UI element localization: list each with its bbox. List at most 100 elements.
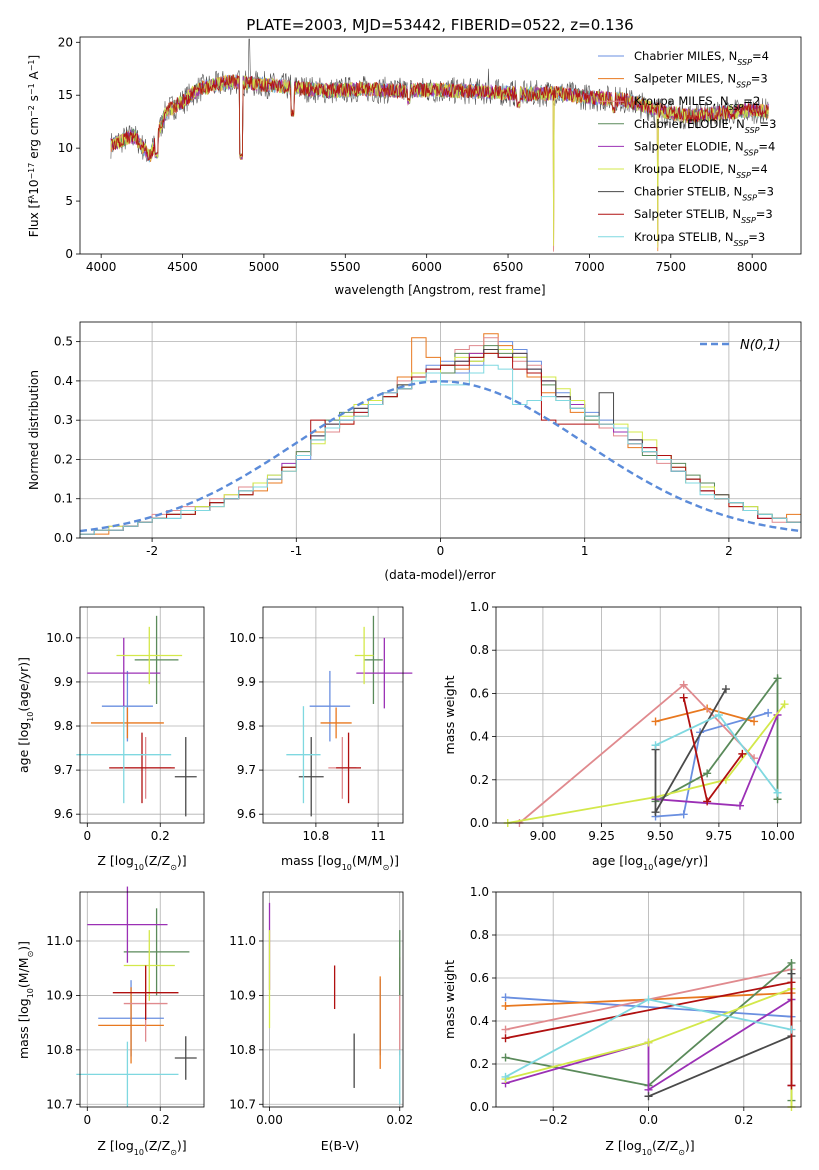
label-part: )] bbox=[389, 853, 399, 868]
label-part: (M/M bbox=[16, 957, 31, 988]
age_vs_z-plot bbox=[76, 615, 197, 817]
age_vs_z-frame bbox=[79, 606, 205, 824]
label-part: ⊙ bbox=[678, 1148, 685, 1157]
age_vs_mass-plot bbox=[286, 615, 413, 817]
legend-text: Salpeter ELODIE, N bbox=[634, 139, 744, 153]
residuals-x-label: (data-model)/error bbox=[384, 568, 495, 582]
weight-marker bbox=[787, 1025, 796, 1034]
x-tick-label: 1 bbox=[581, 544, 589, 558]
label-part: (Z/Z bbox=[144, 1138, 170, 1153]
y-tick-label: 10.8 bbox=[229, 1043, 256, 1057]
label-part: λ bbox=[27, 195, 36, 200]
x-tick-label: 10.00 bbox=[760, 829, 794, 843]
weight-marker bbox=[787, 1081, 796, 1090]
weight_vs_age-plot bbox=[503, 674, 789, 827]
y-tick-label: 0.5 bbox=[54, 335, 73, 349]
mass_vs_ebv-axes: 0.00 0.02 10.7 10.8 10.9 11.0 bbox=[229, 891, 413, 1127]
x-tick-label: 0.00 bbox=[256, 1113, 283, 1127]
legend-entry: Kroupa MILES, NSSP=2 bbox=[634, 94, 760, 112]
label-part: ⊙ bbox=[383, 863, 390, 872]
y-tick-label: 10.9 bbox=[229, 988, 256, 1002]
weight-marker bbox=[679, 693, 688, 702]
legend-text: Kroupa MILES, N bbox=[634, 94, 729, 108]
residuals-axes: -2 -1 0 1 2 0.0 0.1 0.2 0.3 0.4 0.5 bbox=[54, 321, 802, 558]
y-tick-label: 9.6 bbox=[237, 807, 256, 821]
reference-legend-label: N(0,1) bbox=[740, 338, 781, 353]
label-part: )] bbox=[685, 1138, 695, 1153]
age-mass-x-label: mass [log10(M/M⊙)] bbox=[281, 853, 399, 872]
label-part: 10 bbox=[134, 863, 144, 872]
label-part: )] bbox=[177, 853, 187, 868]
weight-marker bbox=[501, 1053, 510, 1062]
y-tick-label: 11.0 bbox=[46, 934, 73, 948]
label-part: erg cm bbox=[27, 117, 41, 163]
spectrum-y-label: Flux [fλ10−17 erg cm−2 s−1 A−1] bbox=[27, 55, 42, 237]
age-y-label: age [log10(age/yr)] bbox=[16, 657, 35, 773]
x-tick-label: 0.2 bbox=[151, 829, 170, 843]
y-tick-label: 0.6 bbox=[470, 686, 489, 700]
weight-marker bbox=[787, 958, 796, 967]
y-tick-label: 0.1 bbox=[54, 492, 73, 506]
weight-marker bbox=[679, 680, 688, 689]
weight-marker bbox=[714, 711, 723, 719]
legend-text: Chabrier STELIB, N bbox=[634, 185, 742, 199]
y-tick-label: 0.8 bbox=[470, 928, 489, 942]
x-tick-label: 11 bbox=[370, 829, 385, 843]
legend-tail: =3 bbox=[751, 72, 768, 86]
mass_vs_z-frame bbox=[79, 891, 205, 1108]
legend-subscript: SSP bbox=[737, 58, 752, 67]
label-part: 10 bbox=[642, 1148, 652, 1157]
legend-entry: Salpeter STELIB, NSSP=3 bbox=[634, 207, 773, 225]
y-tick-label: 0.2 bbox=[54, 452, 73, 466]
spectrum-frame bbox=[79, 36, 802, 255]
label-part: mass [log bbox=[16, 998, 31, 1059]
x-tick-label: -2 bbox=[146, 544, 158, 558]
y-tick-label: 9.6 bbox=[54, 807, 73, 821]
legend-text: Kroupa ELODIE, N bbox=[634, 162, 736, 176]
label-part: 10 bbox=[342, 863, 352, 872]
mass_vs_ebv-frame bbox=[262, 891, 404, 1108]
y-tick-label: 9.7 bbox=[54, 763, 73, 777]
legend-tail: =3 bbox=[760, 117, 777, 131]
weight-marker bbox=[787, 969, 796, 978]
y-tick-label: 0.0 bbox=[54, 531, 73, 545]
y-tick-label: 9.8 bbox=[54, 719, 73, 733]
label-part: )] bbox=[16, 941, 31, 951]
legend-entry: Chabrier MILES, NSSP=4 bbox=[634, 49, 769, 67]
ebv-x-label: E(B-V) bbox=[321, 1138, 360, 1153]
weight-marker bbox=[651, 808, 660, 817]
weight-marker bbox=[501, 1072, 510, 1081]
weight-marker bbox=[773, 674, 782, 683]
x-tick-label: 9.25 bbox=[588, 829, 615, 843]
residuals-y-label: Normed distribution bbox=[27, 370, 41, 490]
label-part: 10 bbox=[26, 712, 35, 722]
label-part: −2 bbox=[27, 105, 36, 117]
x-tick-label: 6500 bbox=[493, 260, 524, 274]
label-part: −17 bbox=[27, 163, 36, 180]
y-tick-label: 9.9 bbox=[54, 675, 73, 689]
y-tick-label: 0 bbox=[65, 247, 73, 261]
legend-tail: =4 bbox=[751, 162, 768, 176]
legend-entry: Chabrier ELODIE, NSSP=3 bbox=[634, 117, 776, 135]
weight-marker bbox=[501, 1001, 510, 1010]
weight-series-line bbox=[507, 703, 786, 824]
y-tick-label: 0.0 bbox=[470, 816, 489, 830]
y-tick-label: 9.8 bbox=[237, 719, 256, 733]
x-tick-label: 6000 bbox=[411, 260, 442, 274]
label-part: ⊙ bbox=[170, 1148, 177, 1157]
x-tick-label: 0 bbox=[83, 1113, 91, 1127]
label-part: Z [log bbox=[97, 1138, 133, 1153]
legend-subscript: SSP bbox=[742, 193, 757, 202]
legend-subscript: SSP bbox=[736, 171, 751, 180]
weight-marker bbox=[501, 993, 510, 1002]
weight_vs_z-y-label: mass weight bbox=[442, 960, 457, 1039]
y-tick-label: 5 bbox=[65, 194, 73, 208]
label-part: 10 bbox=[134, 1148, 144, 1157]
x-tick-label: 0.0 bbox=[639, 1113, 658, 1127]
y-tick-label: 10.7 bbox=[46, 1097, 73, 1111]
legend-tail: =3 bbox=[748, 230, 765, 244]
y-tick-label: 10.7 bbox=[229, 1097, 256, 1111]
label-part: mass [log bbox=[281, 853, 342, 868]
y-tick-label: 0.2 bbox=[470, 773, 489, 787]
